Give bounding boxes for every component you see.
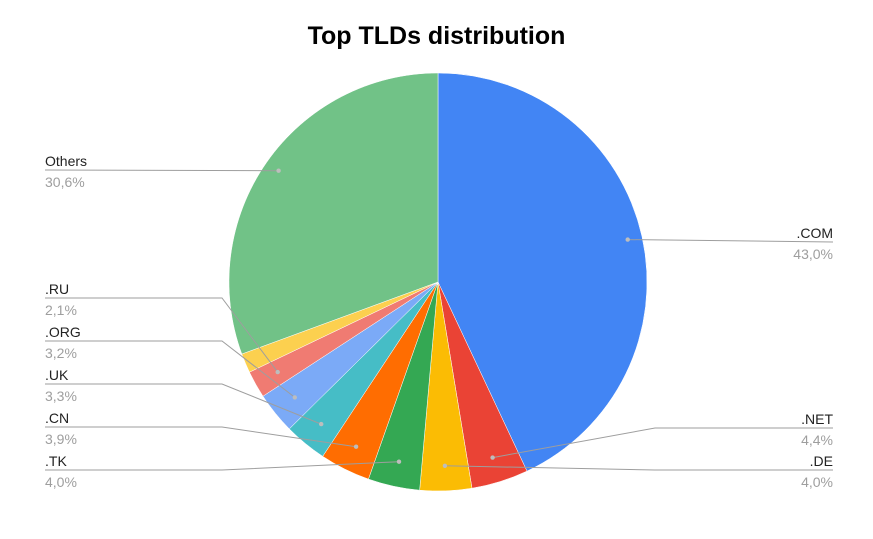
leader-dot-de	[442, 463, 448, 468]
slice-label-tk: .TK	[45, 453, 67, 469]
pie-slices	[228, 72, 648, 492]
leader-line-net	[492, 427, 833, 459]
leader-line-uk	[45, 383, 322, 425]
slice-label-de: .DE	[810, 453, 833, 469]
slice-label-uk: .UK	[45, 367, 69, 383]
leader-dot-cn	[353, 444, 359, 449]
slice-com	[437, 72, 648, 472]
leader-dot-com	[625, 237, 630, 242]
leader-line-cn	[45, 426, 357, 448]
leader-dot-tk	[396, 459, 402, 464]
slice-value-org: 3,2%	[45, 345, 77, 361]
slice-value-net: 4,4%	[801, 432, 833, 448]
slice-value-uk: 3,3%	[45, 388, 77, 404]
slice-value-others: 30,6%	[45, 174, 85, 190]
slice-label-cn: .CN	[45, 410, 69, 426]
leader-dot-uk	[319, 421, 324, 427]
leader-dot-org	[292, 395, 297, 400]
slice-value-tk: 4,0%	[45, 474, 77, 490]
slice-label-ru: .RU	[45, 281, 69, 297]
slice-value-ru: 2,1%	[45, 302, 77, 318]
slice-value-com: 43,0%	[793, 246, 833, 262]
slice-value-cn: 3,9%	[45, 431, 77, 447]
leader-line-tk	[45, 461, 400, 471]
slice-label-net: .NET	[801, 411, 833, 427]
leader-line-de	[444, 465, 833, 471]
leader-line-ru	[45, 297, 279, 373]
leader-dot-net	[490, 455, 495, 460]
pie-labels: .COM 43,0% .NET 4,4% .DE 4,0% .TK 4,0% .CN 3,9% .U…	[44, 153, 834, 490]
leader-line-org	[45, 340, 296, 398]
slice-label-com: .COM	[796, 225, 833, 241]
leader-dot-ru	[275, 369, 280, 375]
slice-value-de: 4,0%	[801, 474, 833, 490]
slice-others	[228, 72, 439, 355]
slice-label-others: Others	[45, 153, 87, 169]
leader-line-com	[627, 239, 834, 243]
leader-dot-others	[276, 168, 281, 173]
leader-line-others	[44, 169, 279, 172]
chart-title: Top TLDs distribution	[307, 22, 566, 50]
slice-label-org: .ORG	[45, 324, 81, 340]
